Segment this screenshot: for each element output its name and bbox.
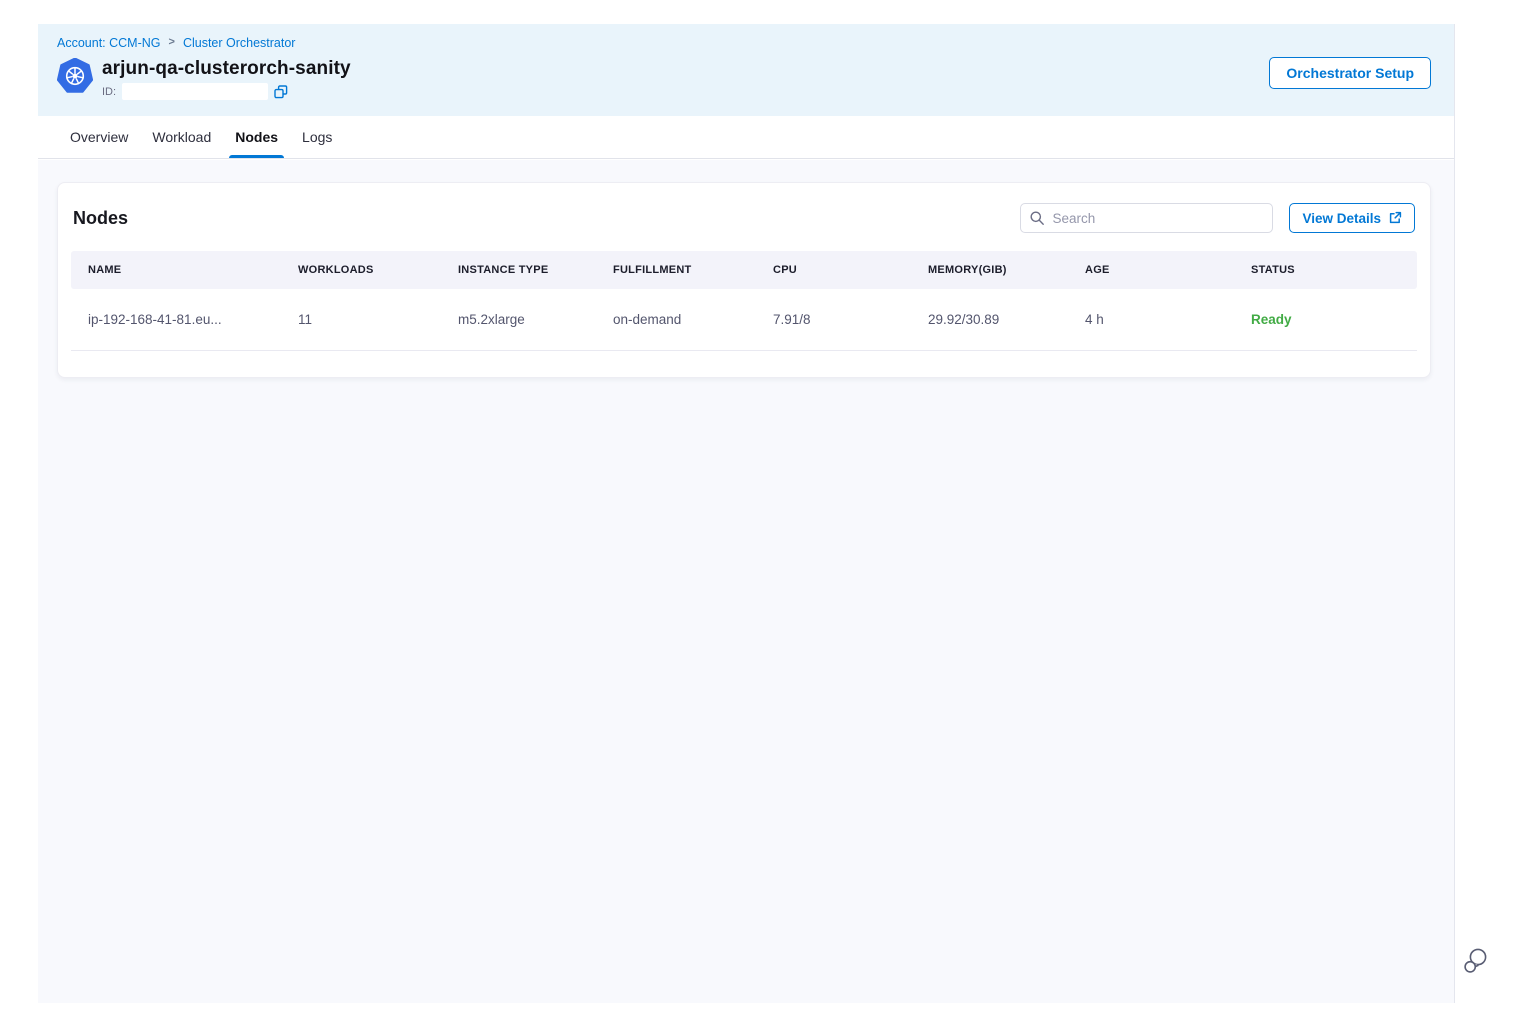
orchestrator-setup-button[interactable]: Orchestrator Setup <box>1269 57 1431 89</box>
nodes-tab-content: Nodes View Details <box>38 160 1454 1003</box>
external-link-icon <box>1389 211 1402 224</box>
cell-memory: 29.92/30.89 <box>928 289 1085 351</box>
search-input[interactable] <box>1020 203 1274 233</box>
view-details-button[interactable]: View Details <box>1289 203 1415 233</box>
search-icon <box>1030 211 1045 225</box>
tab-logs[interactable]: Logs <box>302 129 333 145</box>
table-header-row: NAME WORKLOADS INSTANCE TYPE FULFILLMENT… <box>71 251 1417 289</box>
page-title: arjun-qa-clusterorch-sanity <box>102 58 351 79</box>
col-header-cpu: CPU <box>773 251 928 289</box>
status-badge: Ready <box>1251 289 1417 351</box>
cell-age: 4 h <box>1085 289 1251 351</box>
breadcrumb-separator: > <box>168 36 175 48</box>
chat-help-icon[interactable] <box>1461 944 1491 976</box>
tab-overview[interactable]: Overview <box>70 129 129 145</box>
breadcrumb-cluster-orchestrator-link[interactable]: Cluster Orchestrator <box>182 36 296 50</box>
cell-node-name: ip-192-168-41-81.eu... <box>71 289 298 351</box>
nodes-card-title: Nodes <box>73 207 129 228</box>
breadcrumb: Account: CCM-NG > Cluster Orchestrator <box>57 36 1432 51</box>
view-details-label: View Details <box>1302 210 1381 226</box>
cell-instance-type: m5.2xlarge <box>458 289 613 351</box>
cluster-id-value <box>122 83 269 100</box>
col-header-name: NAME <box>71 251 298 289</box>
col-header-fulfillment: FULFILLMENT <box>613 251 773 289</box>
cluster-header: Account: CCM-NG > Cluster Orchestrator <box>38 24 1454 116</box>
node-search <box>1020 203 1274 233</box>
col-header-age: AGE <box>1085 251 1251 289</box>
col-header-instance-type: INSTANCE TYPE <box>458 251 613 289</box>
cell-workloads: 11 <box>298 289 458 351</box>
table-row[interactable]: ip-192-168-41-81.eu... 11 m5.2xlarge on-… <box>71 289 1417 351</box>
col-header-workloads: WORKLOADS <box>298 251 458 289</box>
breadcrumb-account-link[interactable]: Account: CCM-NG <box>57 36 161 50</box>
nodes-card: Nodes View Details <box>57 182 1431 378</box>
col-header-status: STATUS <box>1251 251 1417 289</box>
cell-fulfillment: on-demand <box>613 289 773 351</box>
cell-cpu: 7.91/8 <box>773 289 928 351</box>
kubernetes-icon <box>57 58 93 93</box>
tab-workload[interactable]: Workload <box>152 129 212 145</box>
cluster-tabs: Overview Workload Nodes Logs <box>38 116 1454 159</box>
nodes-table: NAME WORKLOADS INSTANCE TYPE FULFILLMENT… <box>71 251 1417 351</box>
copy-icon[interactable] <box>274 84 288 99</box>
tab-nodes[interactable]: Nodes <box>229 116 284 158</box>
col-header-memory: MEMORY(GIB) <box>928 251 1085 289</box>
page-frame: Account: CCM-NG > Cluster Orchestrator <box>38 24 1455 1003</box>
cluster-id-label: ID: <box>102 85 117 98</box>
